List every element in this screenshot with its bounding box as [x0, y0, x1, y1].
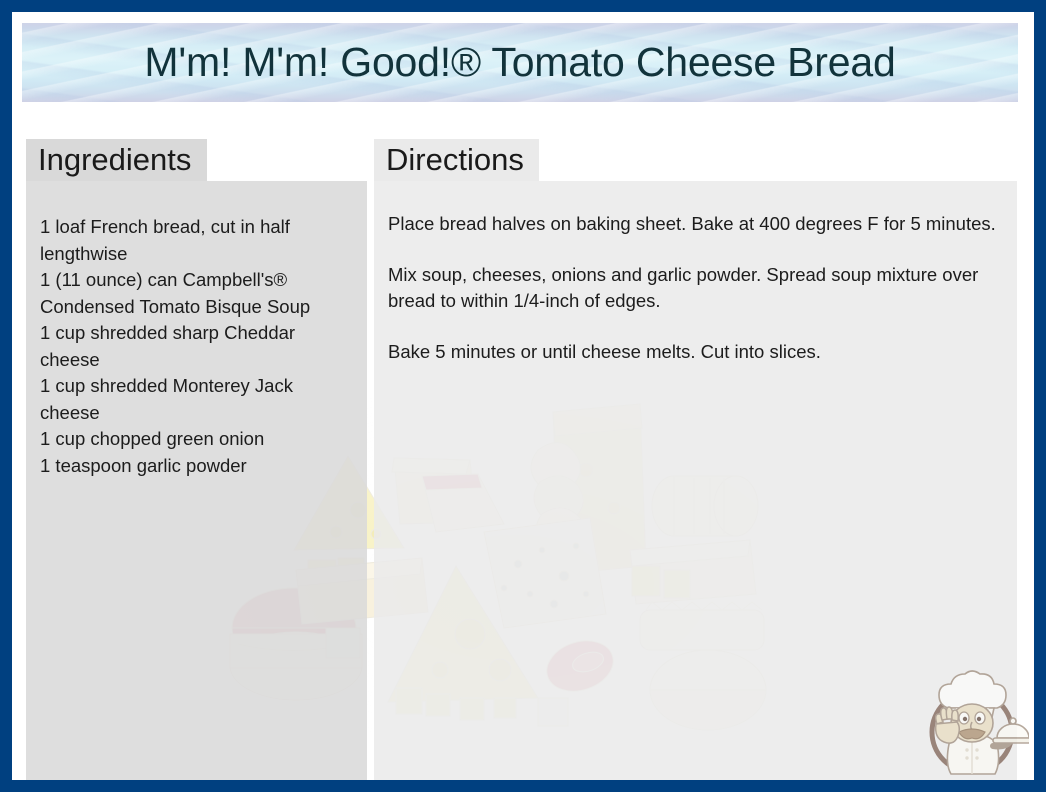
chef-logo [915, 662, 1029, 780]
page-title: M'm! M'm! Good!® Tomato Cheese Bread [144, 39, 896, 85]
directions-heading: Directions [374, 139, 539, 181]
direction-step: Place bread halves on baking sheet. Bake… [388, 213, 996, 234]
title-banner: M'm! M'm! Good!® Tomato Cheese Bread [22, 23, 1018, 102]
ingredients-heading: Ingredients [26, 139, 207, 181]
list-item: 1 cup shredded sharp Cheddar cheese [40, 322, 296, 370]
list-item: 1 cup shredded Monterey Jack cheese [40, 375, 293, 423]
list-item: 1 teaspoon garlic powder [40, 454, 247, 476]
direction-step: Mix soup, cheeses, onions and garlic pow… [388, 263, 979, 312]
ingredients-body: 1 loaf French bread, cut in half lengthw… [26, 181, 367, 780]
ingredients-list: 1 loaf French bread, cut in half lengthw… [40, 214, 353, 479]
list-item: 1 (11 ounce) can Campbell's® Condensed T… [40, 269, 311, 317]
list-item: 1 cup chopped green onion [40, 428, 265, 449]
ingredients-panel: Ingredients 1 loaf French bread, cut in … [26, 139, 367, 780]
direction-step: Bake 5 minutes or until cheese melts. Cu… [388, 340, 821, 362]
list-item: 1 loaf French bread, cut in half lengthw… [40, 216, 290, 264]
